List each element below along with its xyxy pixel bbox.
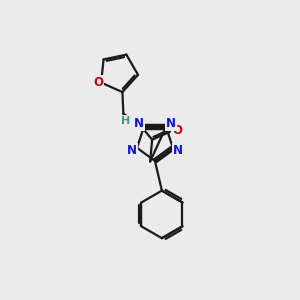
Text: N: N — [127, 144, 137, 158]
Text: H: H — [121, 116, 130, 126]
Text: N: N — [132, 115, 142, 128]
Text: N: N — [173, 144, 183, 158]
Text: N: N — [134, 117, 144, 130]
Text: O: O — [172, 124, 182, 137]
Text: O: O — [93, 76, 103, 89]
Text: N: N — [166, 117, 176, 130]
